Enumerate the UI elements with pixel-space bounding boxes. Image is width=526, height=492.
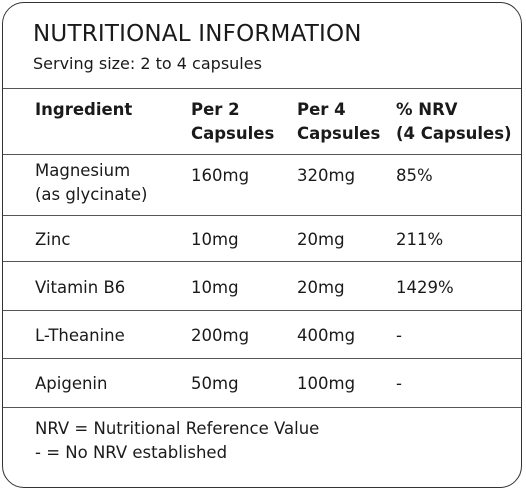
row-nrv: -: [396, 374, 402, 393]
header-per4-line1: Per 4: [297, 100, 346, 119]
serving-size: Serving size: 2 to 4 capsules: [33, 54, 262, 73]
header-nrv-line1: % NRV: [396, 100, 458, 119]
divider: [3, 261, 521, 262]
row-ingredient: Apigenin: [35, 374, 108, 393]
row-per2: 50mg: [191, 374, 239, 393]
header-per4-line2: Capsules: [297, 124, 381, 143]
footnote-dash: - = No NRV established: [35, 443, 228, 462]
header-per2-line2: Capsules: [191, 124, 275, 143]
divider: [3, 154, 521, 155]
row-per2: 10mg: [191, 278, 239, 297]
row-ingredient: L-Theanine: [35, 326, 125, 345]
divider: [3, 407, 521, 408]
row-per4: 20mg: [297, 230, 345, 249]
header-ingredient: Ingredient: [35, 100, 133, 119]
row-nrv: 211%: [396, 230, 444, 249]
header-nrv-line2: (4 Capsules): [396, 124, 512, 143]
divider: [3, 310, 521, 311]
row-ingredient: Vitamin B6: [35, 278, 126, 297]
row-per4: 320mg: [297, 166, 356, 185]
row-per4: 100mg: [297, 374, 356, 393]
panel-title: NUTRITIONAL INFORMATION: [33, 21, 362, 47]
nutrition-panel: NUTRITIONAL INFORMATION Serving size: 2 …: [2, 2, 522, 488]
divider: [3, 358, 521, 359]
row-per2: 200mg: [191, 326, 250, 345]
row-per2: 160mg: [191, 166, 250, 185]
footnote-nrv: NRV = Nutritional Reference Value: [35, 419, 320, 438]
row-ingredient: Zinc: [35, 230, 71, 249]
divider: [3, 215, 521, 216]
divider: [3, 88, 521, 89]
row-nrv: -: [396, 326, 402, 345]
row-per4: 400mg: [297, 326, 356, 345]
row-per2: 10mg: [191, 230, 239, 249]
row-nrv: 1429%: [396, 278, 454, 297]
header-per2-line1: Per 2: [191, 100, 240, 119]
row-per4: 20mg: [297, 278, 345, 297]
row-ingredient-sub: (as glycinate): [35, 185, 148, 204]
row-nrv: 85%: [396, 166, 433, 185]
row-ingredient: Magnesium: [35, 161, 131, 180]
